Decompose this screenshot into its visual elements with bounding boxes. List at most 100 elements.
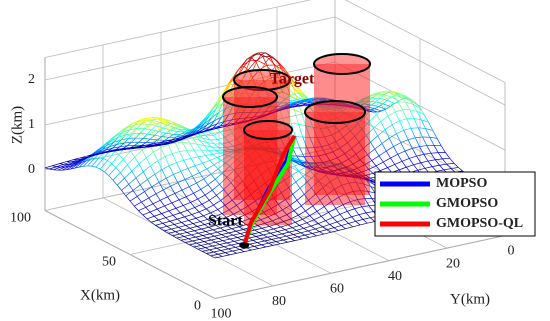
mesh-line bbox=[430, 137, 437, 138]
mesh-line bbox=[142, 143, 146, 146]
mesh-line bbox=[395, 110, 402, 112]
mesh-line bbox=[209, 150, 213, 154]
mesh-line bbox=[278, 231, 282, 233]
mesh-line bbox=[376, 162, 383, 166]
mesh-line bbox=[166, 178, 170, 186]
mesh-line bbox=[437, 170, 444, 171]
mesh-line bbox=[251, 249, 258, 251]
mesh-line bbox=[279, 236, 286, 238]
mesh-line bbox=[363, 218, 370, 220]
mesh-line bbox=[289, 232, 293, 234]
mesh-line bbox=[326, 218, 333, 221]
mesh-line bbox=[203, 236, 207, 238]
mesh-line bbox=[230, 237, 237, 239]
mesh-line bbox=[293, 194, 297, 200]
mesh-line bbox=[212, 184, 219, 190]
mesh-line bbox=[297, 230, 301, 232]
mesh-line bbox=[191, 157, 198, 158]
mesh-line bbox=[189, 220, 193, 223]
mesh-line bbox=[154, 214, 161, 217]
mesh-line bbox=[385, 125, 392, 130]
mesh-line bbox=[371, 142, 375, 149]
mesh-line bbox=[172, 200, 179, 203]
mesh-line bbox=[201, 189, 205, 195]
mesh-line bbox=[288, 241, 295, 243]
mesh-line bbox=[231, 244, 238, 246]
mesh-line bbox=[388, 116, 392, 125]
mesh-line bbox=[346, 227, 353, 229]
mesh-line bbox=[190, 226, 197, 228]
mesh-line bbox=[395, 112, 399, 121]
mesh-line bbox=[298, 211, 305, 215]
y-tick-label: 20 bbox=[446, 256, 460, 271]
mesh-line bbox=[143, 215, 147, 219]
mesh-line bbox=[176, 205, 183, 208]
mesh-line bbox=[293, 188, 300, 194]
mesh-line bbox=[211, 238, 218, 240]
mesh-line bbox=[148, 174, 155, 179]
mesh-line bbox=[262, 228, 266, 231]
mesh-line bbox=[194, 189, 201, 193]
mesh-line bbox=[432, 167, 436, 172]
mesh-line bbox=[421, 163, 425, 169]
mesh-line bbox=[170, 219, 177, 221]
legend-label: GMOPSO bbox=[436, 196, 498, 211]
mesh-line bbox=[197, 226, 201, 229]
mesh-line bbox=[191, 202, 195, 207]
mesh-line bbox=[255, 230, 259, 232]
mesh-line bbox=[294, 93, 298, 94]
mesh-line bbox=[136, 178, 140, 185]
mesh-line bbox=[298, 235, 305, 237]
mesh-line bbox=[143, 212, 150, 215]
mesh-line bbox=[201, 245, 205, 247]
mesh-line bbox=[92, 166, 96, 167]
mesh-line bbox=[295, 239, 302, 241]
mesh-line bbox=[166, 218, 170, 222]
mesh-line bbox=[401, 143, 405, 151]
y-tick-label: 40 bbox=[388, 269, 402, 284]
mesh-line bbox=[165, 157, 169, 166]
mesh-line bbox=[183, 205, 187, 210]
mesh-line bbox=[259, 247, 266, 249]
mesh-line bbox=[191, 233, 198, 235]
mesh-line bbox=[254, 245, 261, 247]
mesh-line bbox=[203, 216, 207, 219]
mesh-line bbox=[311, 224, 318, 227]
mesh-line bbox=[281, 227, 285, 230]
mesh-line bbox=[180, 234, 184, 236]
mesh-line bbox=[405, 151, 409, 158]
mesh-line bbox=[203, 163, 207, 169]
mesh-line bbox=[132, 127, 136, 129]
mesh-line bbox=[398, 102, 402, 110]
mesh-line bbox=[187, 150, 191, 158]
mesh-line bbox=[447, 163, 454, 164]
mesh-line bbox=[148, 179, 152, 186]
mesh-line bbox=[207, 165, 214, 169]
mesh-line bbox=[301, 233, 305, 235]
mesh-line bbox=[162, 214, 166, 218]
mesh-line bbox=[191, 158, 195, 165]
mesh-line bbox=[295, 219, 302, 222]
mesh-line bbox=[437, 138, 441, 145]
mesh-line bbox=[206, 154, 213, 155]
mesh-line bbox=[188, 168, 192, 176]
mesh-line bbox=[171, 229, 175, 232]
mesh-line bbox=[236, 231, 240, 233]
mesh-line bbox=[214, 252, 218, 254]
y-tick-label: 80 bbox=[272, 294, 286, 309]
mesh-line bbox=[206, 230, 213, 232]
mesh-line bbox=[283, 238, 290, 240]
mesh-line bbox=[109, 168, 116, 176]
mesh-line bbox=[188, 207, 195, 210]
mesh-line bbox=[254, 246, 258, 248]
mesh-line bbox=[303, 219, 307, 223]
mesh-line bbox=[150, 135, 154, 139]
mesh-line bbox=[169, 211, 173, 215]
mesh-line bbox=[155, 131, 159, 135]
z-tick-label: 2 bbox=[28, 72, 35, 87]
mesh-line bbox=[262, 226, 269, 228]
mesh-line bbox=[194, 231, 198, 233]
mesh-line bbox=[202, 229, 206, 231]
mesh-line bbox=[382, 143, 386, 151]
mesh-line bbox=[151, 161, 158, 166]
